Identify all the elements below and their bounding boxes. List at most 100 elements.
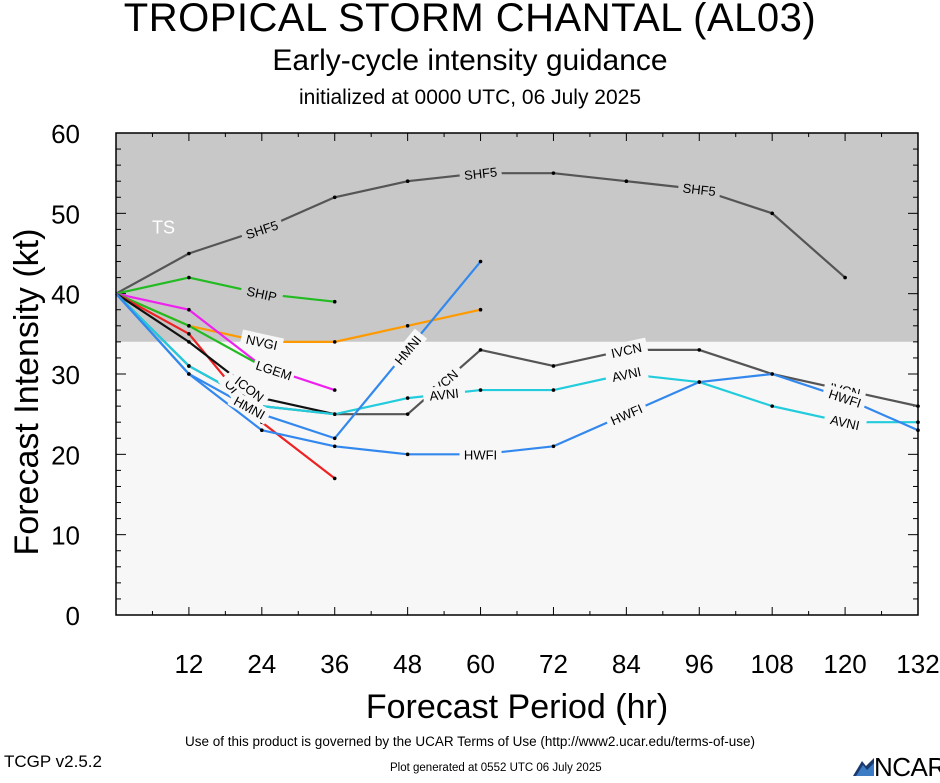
data-point-ivcn [405,412,410,416]
series-label-avni: AVNI [822,409,868,435]
y-tick-label: 30 [51,360,80,390]
y-tick-label: 0 [66,601,80,631]
label-bg [459,446,502,463]
label-bg [677,178,722,200]
data-point-ofci [332,476,337,481]
x-tick-label: 96 [685,649,714,679]
label-text: SHF5 [463,164,498,183]
terms-of-use: Use of this product is governed by the U… [185,734,755,749]
x-tick-label: 132 [896,649,939,679]
series-line-hwfi [115,292,919,456]
data-point-avni [478,388,483,392]
y-tick-label: 20 [51,440,80,470]
label-text: HWFI [464,447,497,462]
data-point-lgem [332,388,337,392]
initialization-time: initialized at 0000 UTC, 06 July 2025 [298,86,642,109]
data-point-nvgi [332,340,337,344]
tick-labels: 12 24 36 48 60 72 84 96 108 120 132 0 10 20 30 40 50 60 [51,119,940,679]
x-tick-label: 36 [320,649,349,679]
series-label-avni: AVNI [422,383,466,405]
band-label: TS [152,217,175,237]
data-point-hwfi [551,444,556,449]
label-text: AVNI [611,364,643,385]
data-point-ivcn [697,348,702,352]
data-point-shf5 [624,179,629,183]
label-bg [822,383,868,413]
generation-time: Plot generated at 0552 UTC 06 July 2025 [390,762,602,774]
label-bg [239,281,285,306]
data-point-ofci [187,332,191,336]
data-point-avni [770,404,774,408]
label-bg [228,369,272,408]
data-point-shf5 [187,251,191,256]
label-text: SHIP [245,284,278,305]
data-point-hwfi [260,428,264,433]
data-point-shf5 [332,195,337,200]
data-point-shf5 [843,275,847,280]
series-label-hwfi: HWFI [459,446,502,463]
data-point-hwfi [770,372,774,376]
label-text: SHF5 [682,180,717,199]
label-text: AVNI [829,412,861,433]
label-text: NVGI [245,332,279,353]
data-point-nvgi [478,307,483,312]
data-point-ship [332,299,337,304]
label-bg [458,162,503,184]
data-point-icon [187,340,191,344]
data-point-shf5 [405,179,410,183]
data-point-ivcn [551,364,556,368]
x-tick-label: 120 [823,649,866,679]
x-tick-label: 84 [612,649,641,679]
label-text: IVCN [610,340,644,361]
series-line-lgem [115,292,336,392]
label-bg [227,390,272,425]
x-tick-label: 72 [539,649,568,679]
data-point-avni [405,396,410,400]
product-version: TCGP v2.5.2 [4,752,102,771]
label-bg [239,329,285,355]
ncar-logo-text: NCAR [874,752,940,782]
label-bg [251,355,297,385]
x-tick-label: 24 [247,649,276,679]
series-label-avni: AVNI [604,361,649,387]
data-point-avni [187,364,191,368]
data-point-lgem [187,307,191,312]
ncar-logo: NCAR [852,752,940,782]
x-tick-label: 12 [174,649,203,679]
data-point-hwfi [405,452,410,457]
label-bg [603,398,649,430]
y-tick-label: 40 [51,280,80,310]
label-bg [239,215,285,244]
data-point-avni [551,388,556,392]
y-axis-label: Forecast Intensity (kt) [8,229,46,556]
y-tick-label: 60 [51,119,80,149]
data-point-hmni [332,436,337,441]
x-tick-label: 48 [393,649,422,679]
data-point-shf5 [551,171,556,175]
chart-title: TROPICAL STORM CHANTAL (AL03) [123,0,817,40]
ncar-logo-mark-icon [853,758,874,776]
y-tick-label: 50 [51,199,80,229]
data-point-hmni [187,372,191,376]
series-label-shf5: SHF5 [677,178,722,200]
data-point-hwfi [697,380,702,384]
series-line-icon [115,292,335,416]
series-label-ivcn: IVCN [604,337,649,363]
y-tick-label: 10 [51,521,80,551]
data-point-shf5 [770,211,774,216]
data-point-ivcn [478,348,483,352]
label-bg [604,337,649,363]
series-line-ship [115,276,335,303]
x-axis-label: Forecast Period (hr) [366,688,668,726]
data-point-hmni [478,259,483,264]
plot-frame [115,132,919,616]
label-bg [422,383,466,405]
label-bg [604,361,649,387]
label-bg [822,409,868,435]
series-label-nvgi: NVGI [239,329,285,355]
label-text: AVNI [429,386,460,404]
series-label-shf5: SHF5 [458,162,503,184]
x-tick-label: 108 [750,649,793,679]
data-point-ship [187,275,191,280]
